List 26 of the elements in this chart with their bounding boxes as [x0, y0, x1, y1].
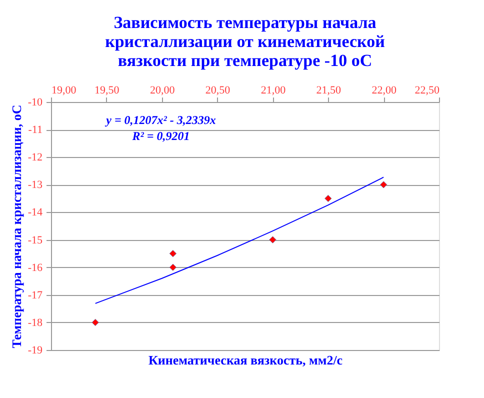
- y-tick-label: -18: [28, 316, 43, 329]
- y-tick-label: -11: [28, 124, 42, 136]
- x-tick-label: 21,00: [260, 84, 286, 96]
- y-tick-label: -13: [28, 179, 43, 192]
- x-tick-label: 19,00: [52, 84, 77, 96]
- x-axis-title: Кинематическая вязкость, мм2/с: [148, 352, 343, 368]
- x-tick-label: 20,50: [205, 84, 231, 96]
- y-tick-label: -12: [28, 152, 42, 164]
- x-tick-label: 21,50: [316, 84, 342, 96]
- y-tick-label: -17: [28, 289, 43, 302]
- y-tick-label: -16: [28, 262, 43, 274]
- x-tick-label: 22,50: [414, 84, 440, 96]
- x-tick-label: 19,50: [94, 84, 120, 96]
- line-series: [94, 176, 384, 304]
- x-tick-label: 22,00: [372, 84, 397, 96]
- annotation: y = 0,1207x² - 3,2339x: [104, 113, 216, 127]
- x-tick-label: 20,00: [150, 84, 176, 96]
- text: кристаллизации от кинематической: [105, 32, 385, 51]
- y-axis-title: Температура начала кристаллизации, оС: [8, 104, 24, 348]
- y-tick-label: -14: [28, 206, 43, 219]
- text: вязкости при температуре -10 оС: [118, 51, 372, 70]
- y-tick-label: -19: [28, 344, 43, 356]
- y-tick-label: -15: [28, 234, 43, 246]
- text: Зависимость температуры начала: [114, 13, 376, 32]
- y-tick-label: -10: [28, 96, 43, 108]
- annotation: R² = 0,9201: [131, 129, 190, 143]
